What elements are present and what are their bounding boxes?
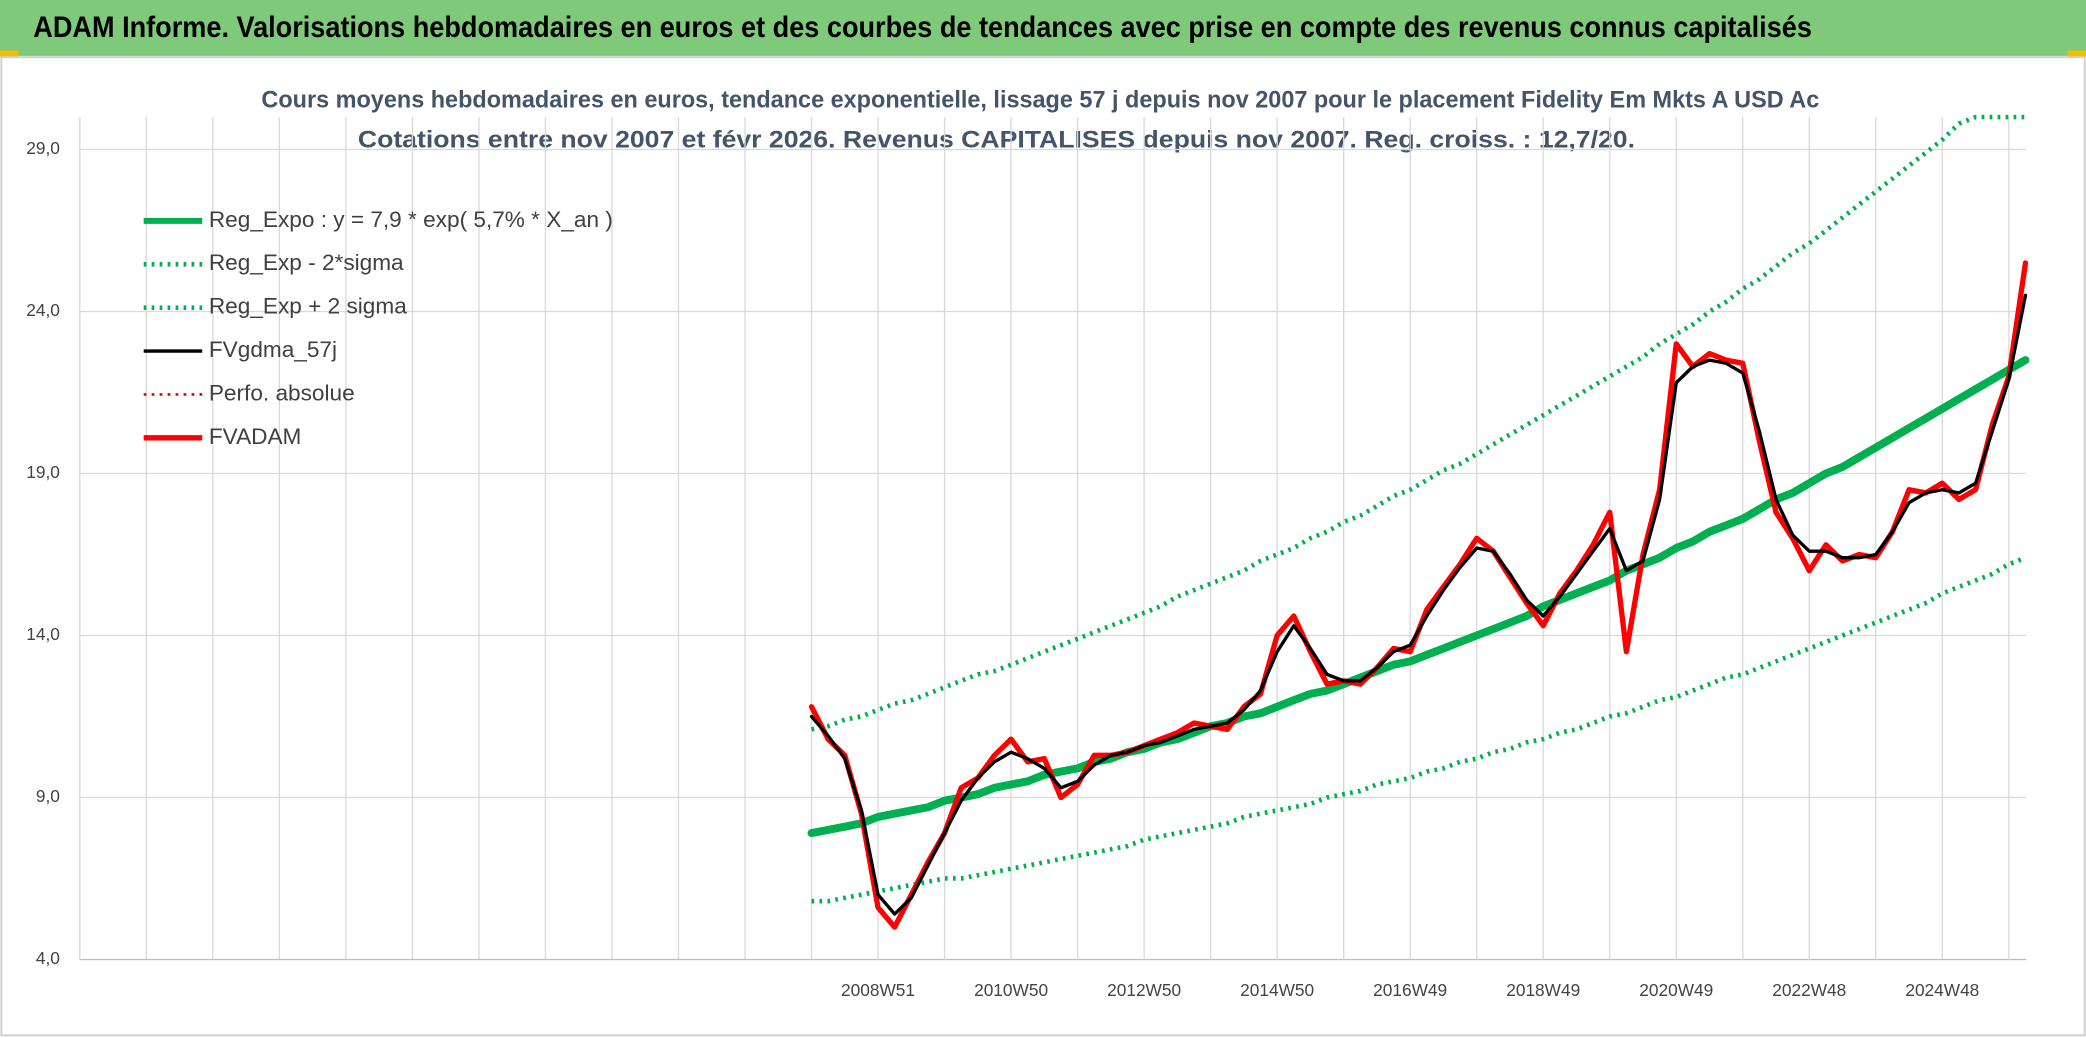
banner-title: ADAM Informe. Valorisations hebdomadaire…	[33, 12, 1812, 44]
legend-label: Reg_Exp + 2 sigma	[209, 294, 407, 319]
legend-label: FVgdma_57j	[209, 337, 337, 362]
chart-title: Cours moyens hebdomadaires en euros, ten…	[261, 86, 1819, 113]
legend-label: Reg_Expo : y = 7,9 * exp( 5,7% * X_an )	[209, 207, 613, 232]
banner-bar	[0, 0, 2086, 56]
x-tick-label: 2008W51	[841, 980, 915, 1000]
series-line	[811, 114, 2026, 732]
x-tick-label: 2016W49	[1373, 980, 1447, 1000]
corner-mark	[0, 50, 19, 58]
series-line	[807, 356, 2030, 838]
x-tick-label: 2018W49	[1506, 980, 1580, 1000]
y-tick-label: 24,0	[26, 300, 60, 320]
frame	[0, 56, 2086, 1037]
y-tick-label: 4,0	[36, 948, 60, 968]
x-tick-label: 2010W50	[974, 980, 1048, 1000]
x-tick-label: 2014W50	[1240, 980, 1314, 1000]
x-tick-label: 2022W48	[1772, 980, 1846, 1000]
y-tick-label: 14,0	[26, 624, 60, 644]
x-tick-label: 2024W48	[1905, 980, 1979, 1000]
corner-mark	[2067, 50, 2086, 58]
x-tick-label: 2020W49	[1639, 980, 1713, 1000]
legend-label: Perfo. absolue	[209, 380, 355, 405]
legend-label: Reg_Exp - 2*sigma	[209, 250, 404, 275]
y-tick-label: 9,0	[36, 786, 60, 806]
legend-label: FVADAM	[209, 424, 302, 449]
decor-grid	[79, 117, 746, 960]
y-tick-label: 19,0	[26, 462, 60, 482]
x-tick-label: 2012W50	[1107, 980, 1181, 1000]
series-line	[809, 293, 2028, 916]
y-tick-label: 29,0	[26, 138, 60, 158]
